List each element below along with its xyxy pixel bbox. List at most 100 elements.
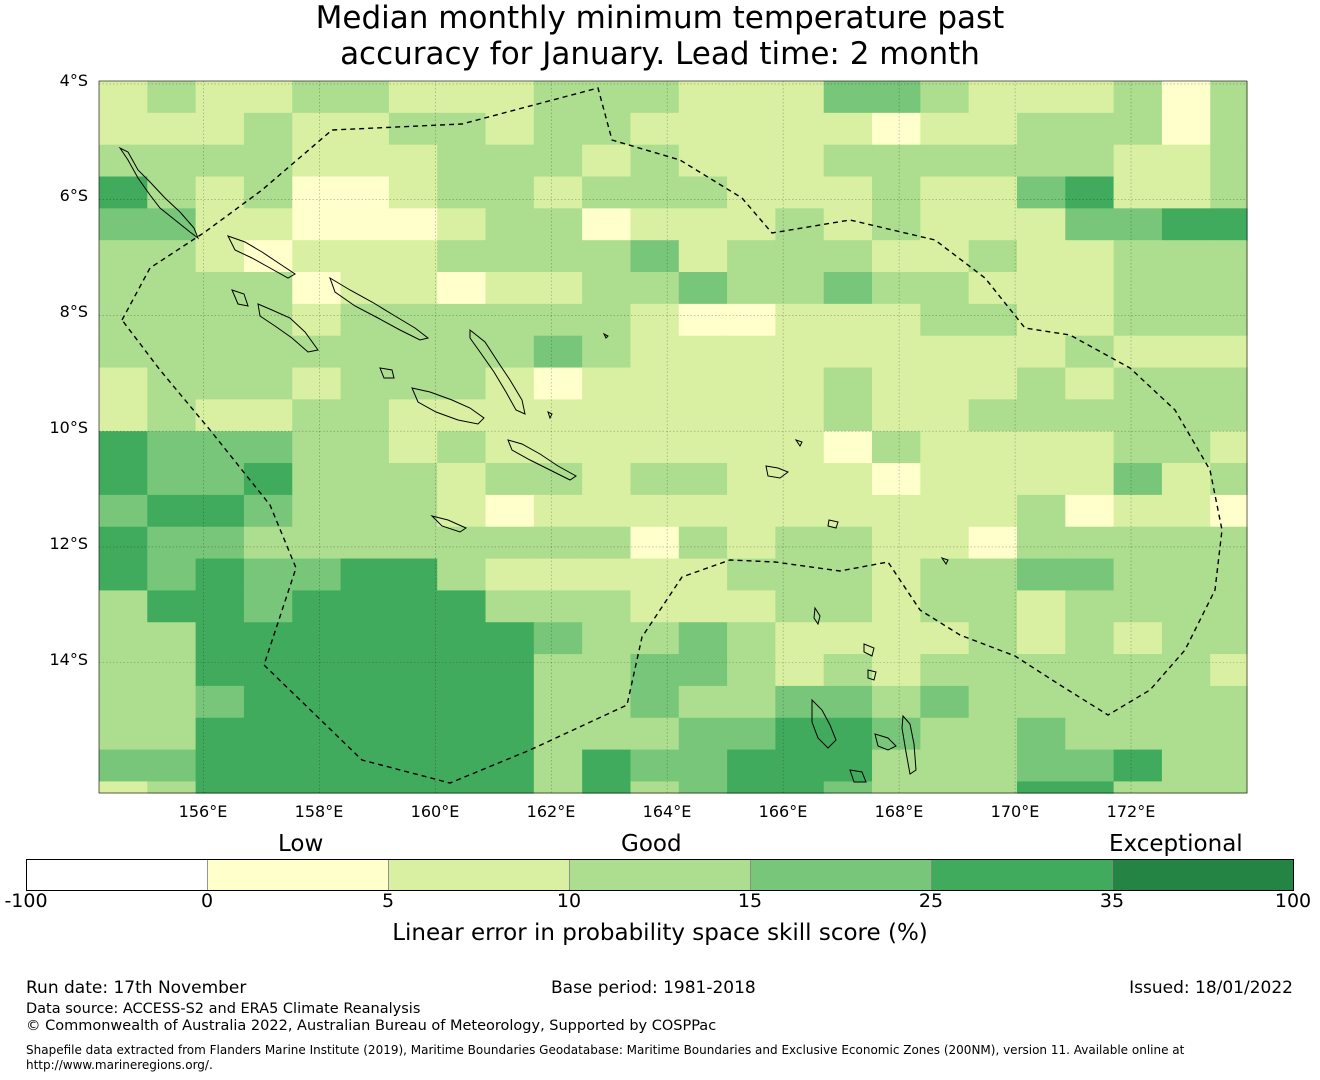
grid-cell (388, 303, 438, 337)
grid-cell (920, 303, 970, 337)
grid-cell (582, 558, 632, 591)
lat-label-12s: 12°S (49, 534, 88, 553)
grid-cell (727, 144, 776, 178)
grid-cell (872, 717, 921, 751)
grid-cell (292, 144, 342, 178)
grid-cell (968, 749, 1018, 783)
grid-cell (1065, 176, 1115, 209)
grid-cell (872, 399, 921, 432)
grid-cell (1210, 558, 1248, 591)
grid-cell (1161, 81, 1211, 114)
grid-cell (678, 367, 728, 400)
grid-cell (99, 685, 148, 719)
grid-cell (388, 622, 438, 655)
grid-cell (340, 463, 390, 496)
grid-cell (533, 240, 583, 273)
grid-cell (388, 399, 438, 432)
grid-cell (388, 494, 438, 528)
grid-cell (533, 558, 583, 591)
grid-cell (485, 717, 535, 751)
tick-label-0: 0 (200, 890, 214, 912)
grid-cell (243, 176, 293, 209)
grid-cell (968, 654, 1018, 687)
grid-cell (775, 463, 825, 496)
grid-cell (1210, 622, 1248, 655)
grid-cell (678, 272, 728, 305)
grid-cell (1065, 431, 1115, 464)
lon-label-162e: 162°E (526, 802, 576, 821)
grid-cell (533, 81, 583, 114)
grid-cell (823, 749, 873, 783)
grid-cell (147, 558, 197, 591)
grid-cell (99, 303, 148, 337)
grid-cell (195, 590, 245, 623)
grid-cell (195, 558, 245, 591)
grid-cell (388, 112, 438, 146)
grid-cell (823, 240, 873, 273)
grid-cell (437, 144, 487, 178)
grid-cell (582, 272, 632, 305)
grid-cell (388, 335, 438, 369)
grid-cell (630, 144, 680, 178)
coastline-malekula (874, 733, 897, 751)
grid-cell (1065, 526, 1115, 560)
grid-cell (147, 144, 197, 178)
grid-cell (968, 590, 1018, 623)
grid-cell (630, 272, 680, 305)
grid-cell (582, 144, 632, 178)
grid-cell (582, 335, 632, 369)
grid-cell (727, 303, 776, 337)
grid-cell (1113, 654, 1163, 687)
grid-cell (485, 335, 535, 369)
grid-cell (292, 749, 342, 783)
coastline-malaita (469, 328, 526, 415)
grid-cell (147, 590, 197, 623)
grid-cell (727, 399, 776, 432)
grid-cell (1113, 749, 1163, 783)
colorbar-title: Linear error in probability space skill … (392, 920, 928, 946)
grid-cell (1113, 144, 1163, 178)
grid-cell (437, 112, 487, 146)
tick-label-10: 10 (556, 890, 582, 912)
grid-cell (968, 494, 1018, 528)
grid-cell (1161, 685, 1211, 719)
grid-cell (485, 81, 535, 114)
map-title: Median monthly minimum temperature past … (0, 0, 1320, 72)
grid-cell (99, 335, 148, 369)
grid-cell (195, 463, 245, 496)
grid-cell (727, 685, 776, 719)
grid-cell (582, 240, 632, 273)
grid-cell (727, 81, 776, 114)
grid-cell (485, 590, 535, 623)
grid-cell (292, 240, 342, 273)
grid-cell (823, 781, 873, 794)
grid-cell (920, 431, 970, 464)
grid-cell (582, 367, 632, 400)
grid-cell (920, 654, 970, 687)
grid-cell (195, 303, 245, 337)
map-frame (98, 80, 1248, 794)
grid-cell (1113, 367, 1163, 400)
grid-cell (727, 590, 776, 623)
grid-cell (99, 494, 148, 528)
grid-cell (823, 685, 873, 719)
grid-cell (630, 526, 680, 560)
grid-cell (1016, 622, 1066, 655)
marineregions-link[interactable]: http://www.marineregions.org/. (26, 1058, 213, 1072)
grid-cell (1065, 590, 1115, 623)
grid-cell (1161, 558, 1211, 591)
legend-category-low: Low (278, 831, 324, 857)
eez-boundary-line (121, 87, 1223, 784)
tick-label-minus100: -100 (4, 890, 48, 912)
grid-cell (582, 622, 632, 655)
grid-cell (582, 81, 632, 114)
grid-cell (920, 208, 970, 241)
grid-cell (775, 240, 825, 273)
grid-cell (533, 176, 583, 209)
colorbar-segment (1112, 859, 1294, 891)
grid-cell (99, 590, 148, 623)
grid-cell (582, 685, 632, 719)
grid-cell (1113, 176, 1163, 209)
grid-cell (1016, 81, 1066, 114)
lat-label-8s: 8°S (59, 302, 88, 321)
